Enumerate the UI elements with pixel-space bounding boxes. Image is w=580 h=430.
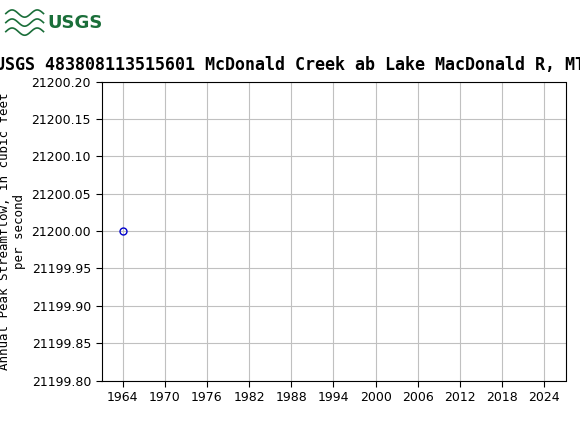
Bar xyxy=(5,3,86,42)
Text: USGS: USGS xyxy=(48,14,103,31)
Text: USGS 483808113515601 McDonald Creek ab Lake MacDonald R, MT: USGS 483808113515601 McDonald Creek ab L… xyxy=(0,55,580,74)
Y-axis label: Annual Peak Streamflow, in cubic feet
per second: Annual Peak Streamflow, in cubic feet pe… xyxy=(0,92,26,370)
